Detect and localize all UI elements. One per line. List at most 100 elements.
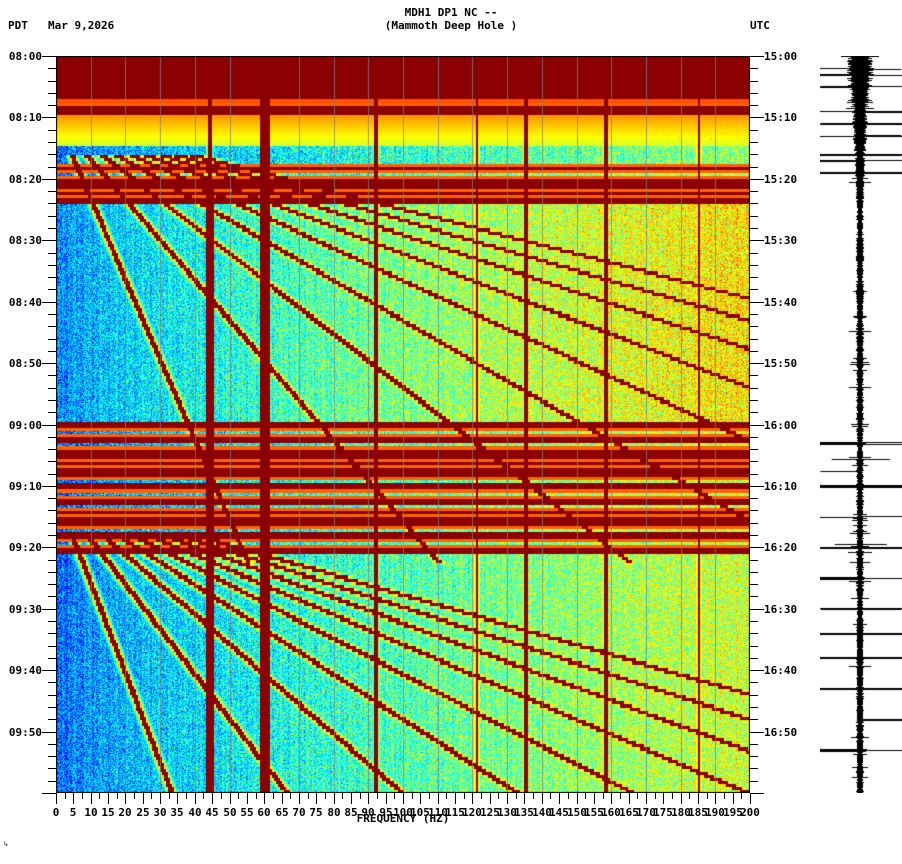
freq-tick-minor bbox=[290, 793, 291, 799]
freq-tick-major bbox=[212, 793, 213, 804]
time-tick-minor bbox=[48, 253, 56, 254]
time-tick-major bbox=[42, 363, 56, 364]
time-tick-minor bbox=[48, 105, 56, 106]
spectrogram-plot[interactable] bbox=[56, 56, 750, 793]
freq-label: 60 bbox=[257, 806, 271, 819]
freq-label: 5 bbox=[69, 806, 77, 819]
freq-tick-major bbox=[472, 793, 473, 804]
time-tick-major bbox=[750, 609, 764, 610]
time-tick-minor bbox=[750, 314, 758, 315]
time-tick-major bbox=[42, 609, 56, 610]
time-tick-minor bbox=[48, 81, 56, 82]
time-tick-minor bbox=[48, 228, 56, 229]
timezone-label-left: PDT bbox=[8, 19, 28, 32]
time-tick-minor bbox=[48, 216, 56, 217]
freq-tick-minor bbox=[169, 793, 170, 799]
freq-tick-minor bbox=[82, 793, 83, 799]
freq-tick-major bbox=[663, 793, 664, 804]
freq-tick-minor bbox=[412, 793, 413, 799]
time-tick-major bbox=[42, 179, 56, 180]
time-tick-minor bbox=[750, 658, 758, 659]
time-tick-minor bbox=[750, 510, 758, 511]
freq-tick-major bbox=[368, 793, 369, 804]
time-tick-minor bbox=[48, 93, 56, 94]
time-tick-minor bbox=[48, 400, 56, 401]
freq-tick-minor bbox=[707, 793, 708, 799]
freq-tick-minor bbox=[689, 793, 690, 799]
time-tick-minor bbox=[750, 93, 758, 94]
freq-tick-minor bbox=[672, 793, 673, 799]
time-label-utc: 15:20 bbox=[764, 173, 798, 186]
freq-tick-major bbox=[160, 793, 161, 804]
time-tick-minor bbox=[48, 154, 56, 155]
time-tick-major bbox=[42, 302, 56, 303]
time-tick-major bbox=[750, 302, 764, 303]
time-label-local: 09:30 bbox=[8, 603, 42, 616]
time-tick-minor bbox=[48, 449, 56, 450]
freq-tick-major bbox=[750, 793, 751, 804]
freq-label: 30 bbox=[153, 806, 167, 819]
time-tick-minor bbox=[48, 695, 56, 696]
freq-tick-major bbox=[438, 793, 439, 804]
time-tick-major bbox=[750, 486, 764, 487]
time-label-local: 09:10 bbox=[8, 480, 42, 493]
time-tick-minor bbox=[750, 695, 758, 696]
freq-tick-major bbox=[56, 793, 57, 804]
station-description: (Mammoth Deep Hole ) bbox=[384, 19, 518, 32]
freq-label: 105 bbox=[410, 806, 430, 819]
freq-tick-minor bbox=[377, 793, 378, 799]
freq-label: 190 bbox=[705, 806, 725, 819]
time-label-utc: 16:30 bbox=[764, 603, 798, 616]
freq-label: 150 bbox=[567, 806, 587, 819]
seismogram-panel[interactable] bbox=[820, 56, 902, 793]
time-tick-minor bbox=[48, 510, 56, 511]
freq-tick-minor bbox=[151, 793, 152, 799]
freq-label: 165 bbox=[619, 806, 639, 819]
time-tick-minor bbox=[48, 658, 56, 659]
time-tick-minor bbox=[750, 265, 758, 266]
freq-tick-minor bbox=[568, 793, 569, 799]
time-tick-minor bbox=[48, 265, 56, 266]
time-tick-minor bbox=[750, 375, 758, 376]
time-label-local: 09:40 bbox=[8, 664, 42, 677]
time-tick-minor bbox=[750, 633, 758, 634]
freq-tick-minor bbox=[203, 793, 204, 799]
time-tick-major bbox=[750, 732, 764, 733]
freq-tick-minor bbox=[221, 793, 222, 799]
freq-tick-minor bbox=[325, 793, 326, 799]
time-tick-minor bbox=[48, 461, 56, 462]
time-tick-minor bbox=[48, 560, 56, 561]
time-tick-major bbox=[750, 179, 764, 180]
freq-tick-minor bbox=[498, 793, 499, 799]
time-tick-minor bbox=[48, 277, 56, 278]
time-label-utc: 16:10 bbox=[764, 480, 798, 493]
freq-label: 200 bbox=[740, 806, 760, 819]
time-tick-minor bbox=[750, 621, 758, 622]
freq-tick-major bbox=[299, 793, 300, 804]
time-label-utc: 15:30 bbox=[764, 234, 798, 247]
freq-label: 120 bbox=[462, 806, 482, 819]
time-label-utc: 16:40 bbox=[764, 664, 798, 677]
freq-tick-major bbox=[577, 793, 578, 804]
freq-tick-minor bbox=[273, 793, 274, 799]
time-tick-major bbox=[42, 670, 56, 671]
freq-tick-major bbox=[524, 793, 525, 804]
freq-label: 40 bbox=[188, 806, 202, 819]
time-axis-left: 08:00 08:10 08:20 08:30 08:40 08:50 09:00 09:10… bbox=[0, 50, 56, 794]
time-tick-minor bbox=[750, 142, 758, 143]
time-tick-minor bbox=[48, 388, 56, 389]
time-label-local: 09:00 bbox=[8, 419, 42, 432]
time-tick-major bbox=[750, 240, 764, 241]
time-label-local: 08:40 bbox=[8, 296, 42, 309]
freq-tick-major bbox=[733, 793, 734, 804]
freq-tick-major bbox=[646, 793, 647, 804]
freq-tick-minor bbox=[464, 793, 465, 799]
freq-label: 75 bbox=[309, 806, 323, 819]
time-tick-minor bbox=[48, 719, 56, 720]
time-tick-minor bbox=[48, 142, 56, 143]
time-tick-minor bbox=[48, 437, 56, 438]
freq-tick-minor bbox=[238, 793, 239, 799]
time-label-utc: 16:50 bbox=[764, 726, 798, 739]
freq-label: 65 bbox=[275, 806, 289, 819]
freq-label: 55 bbox=[240, 806, 254, 819]
